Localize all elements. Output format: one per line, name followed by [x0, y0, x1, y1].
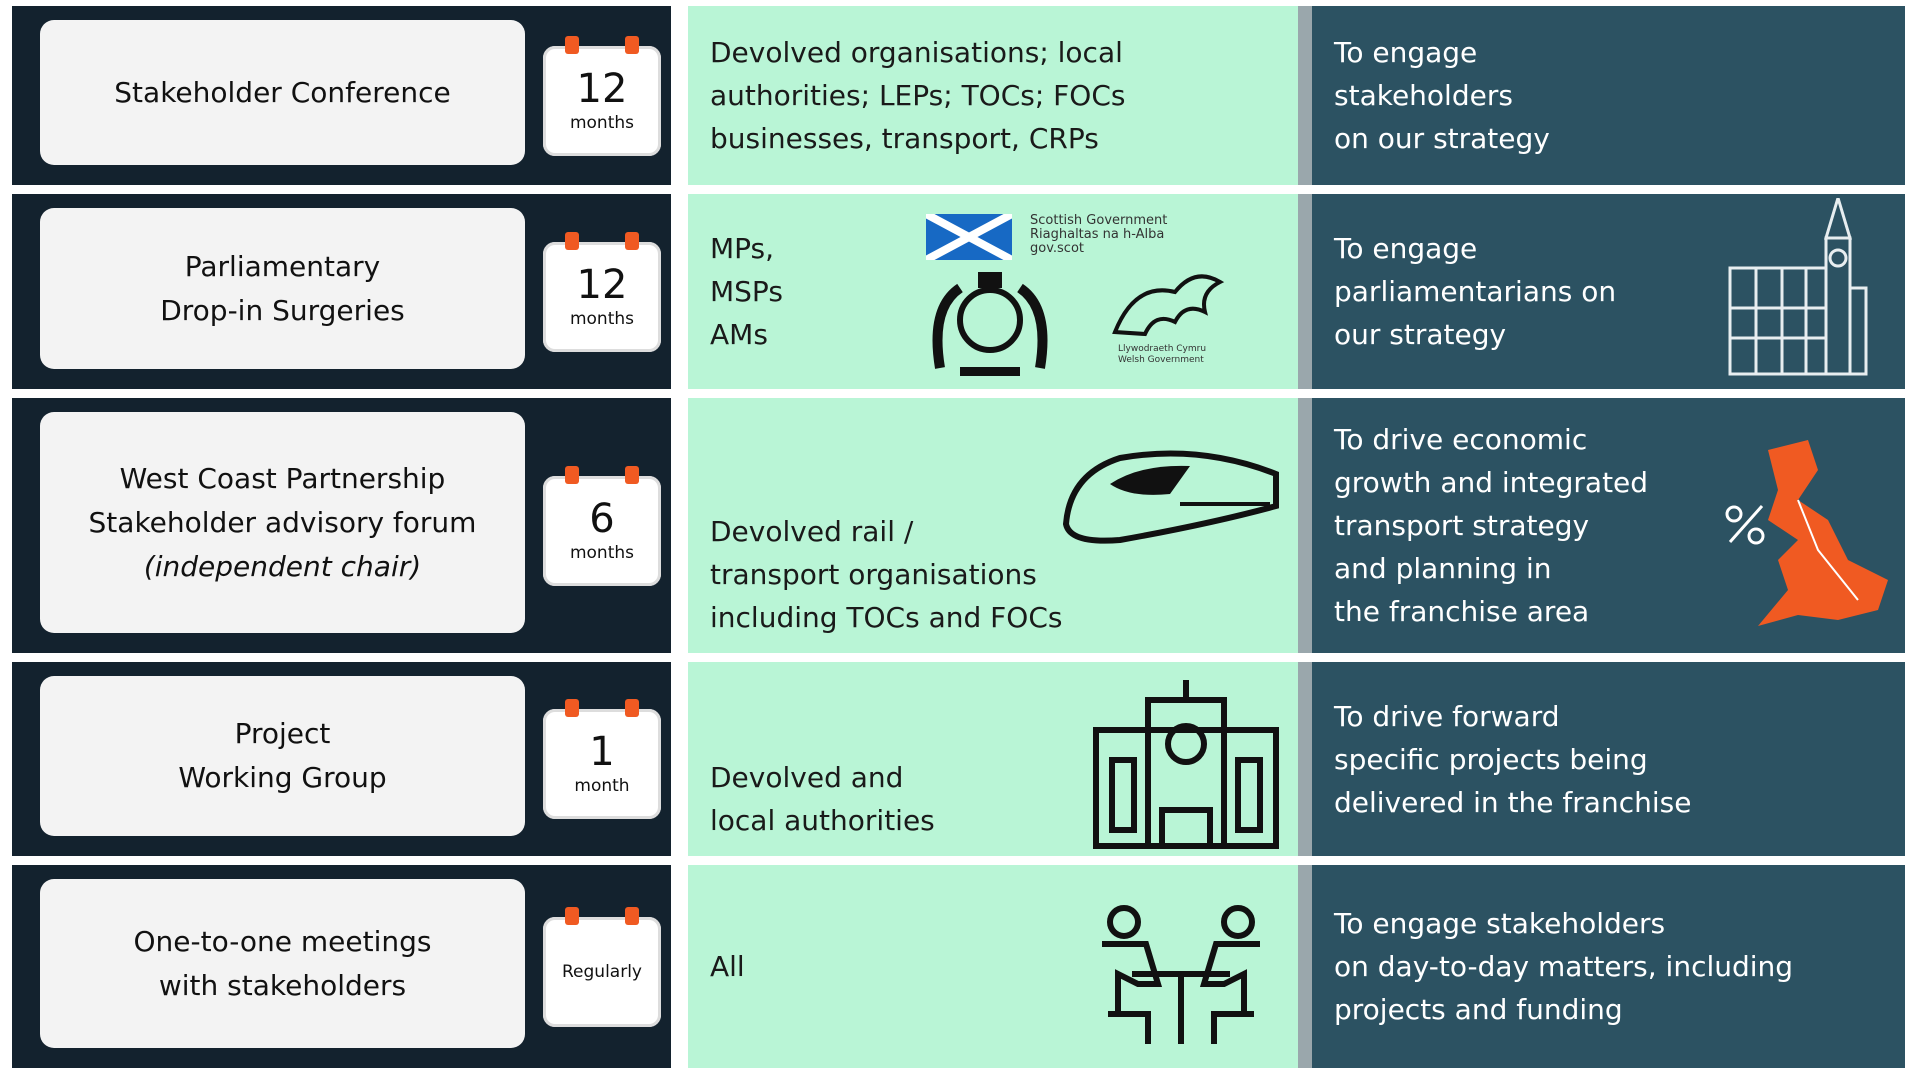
royal-arms — [932, 272, 1048, 376]
audience-line: authorities; LEPs; TOCs; FOCs — [710, 79, 1126, 112]
calendar-tab — [565, 906, 579, 925]
purpose-line: the franchise area — [1334, 595, 1590, 628]
purpose-line: To engage — [1334, 36, 1478, 69]
logo-text: Scottish Government — [1030, 213, 1168, 228]
audience-line: MPs, — [710, 232, 775, 265]
name-line: Working Group — [178, 761, 387, 794]
purpose-line: our strategy — [1334, 318, 1507, 351]
audience-cell: All — [688, 865, 1298, 1068]
purpose-cell: To drive forward specific projects being d… — [1312, 662, 1905, 856]
frequency-number: 1 — [589, 729, 615, 775]
column-divider — [1298, 194, 1312, 389]
frequency-number: 6 — [589, 495, 615, 542]
name-box: Project Working Group — [40, 676, 525, 836]
logo-text: Welsh Government — [1118, 355, 1204, 365]
audience-line: Devolved organisations; local — [710, 36, 1123, 69]
frequency-label: Regularly — [562, 961, 642, 982]
train — [1062, 450, 1279, 544]
audience-line: businesses, transport, CRPs — [710, 122, 1099, 155]
logo-text: gov.scot — [1030, 241, 1084, 256]
audience-line: including TOCs and FOCs — [710, 601, 1063, 634]
name-line: One-to-one meetings — [133, 924, 432, 958]
purpose-line: transport strategy — [1334, 509, 1590, 542]
purpose-cell: To engage stakeholders on our strategy — [1312, 6, 1905, 185]
purpose-line: and planning in — [1334, 552, 1552, 585]
frequency-unit: months — [569, 542, 635, 563]
scottish-government-logo: Scottish Government Riaghaltas na h-Alba g… — [1030, 214, 1167, 256]
name-box: Stakeholder Conference — [40, 20, 525, 165]
name-box: Parliamentary Drop-in Surgeries — [40, 208, 525, 369]
purpose-line: projects and funding — [1334, 993, 1623, 1026]
meeting-people — [1102, 905, 1260, 1044]
purpose-line: To drive economic — [1334, 423, 1588, 456]
scotland-flag — [926, 214, 1012, 260]
logo-text: Riaghaltas na h-Alba — [1030, 227, 1165, 242]
welsh-government-logo: Llywodraeth Cymru Welsh Government — [1118, 344, 1206, 366]
frequency-card: 12 months — [543, 35, 661, 156]
calendar-tab — [565, 699, 579, 717]
calendar-tab — [625, 231, 639, 250]
frequency-card: 12 months — [543, 231, 661, 352]
column-divider — [1298, 6, 1312, 185]
purpose-line: To engage stakeholders — [1334, 907, 1666, 940]
frequency-number: 12 — [576, 65, 628, 112]
calendar-tab — [625, 906, 639, 925]
purpose-cell: To engage stakeholders on day-to-day matt… — [1312, 865, 1905, 1068]
station-building — [1093, 680, 1279, 849]
frequency-card: 1 month — [543, 699, 661, 819]
name-line: Parliamentary — [184, 249, 381, 283]
name-box: One-to-one meetings with stakeholders — [40, 879, 525, 1048]
audience-line: All — [710, 950, 745, 983]
calendar-tab — [565, 465, 579, 484]
big-ben — [1728, 198, 1868, 376]
audience-line: transport organisations — [710, 558, 1037, 591]
frequency-unit: months — [569, 112, 635, 133]
calendar-tab — [625, 35, 639, 54]
purpose-line: stakeholders — [1334, 79, 1513, 112]
audience-line: AMs — [710, 318, 768, 351]
purpose-line: delivered in the franchise — [1334, 785, 1692, 819]
audience-line: MSPs — [710, 275, 783, 308]
audience-line: local authorities — [710, 804, 935, 837]
name-line: Drop-in Surgeries — [160, 293, 405, 327]
frequency-card: 6 months — [543, 465, 661, 586]
frequency-number: 12 — [576, 261, 628, 308]
welsh-dragon — [1112, 274, 1225, 337]
purpose-line: growth and integrated — [1334, 466, 1649, 499]
purpose-line: parliamentarians on — [1334, 275, 1617, 308]
audience-line: Devolved and — [710, 761, 904, 794]
frequency-card: Regularly — [543, 906, 661, 1027]
uk-map — [1758, 440, 1888, 626]
name-box: West Coast Partnership Stakeholder adviso… — [40, 412, 525, 633]
purpose-line: To engage — [1334, 232, 1478, 265]
purpose-cell: To drive economic growth and integrated tr… — [1312, 398, 1905, 653]
purpose-line: on our strategy — [1334, 122, 1550, 155]
calendar-tab — [565, 231, 579, 250]
calendar-tab — [565, 35, 579, 54]
logo-text: Llywodraeth Cymru — [1118, 344, 1207, 354]
frequency-unit: months — [569, 308, 635, 329]
name-note: (independent chair) — [143, 549, 422, 583]
percent-icon — [1725, 505, 1765, 545]
name-line: with stakeholders — [158, 968, 407, 1002]
column-divider — [1298, 865, 1312, 1068]
name-line: Project — [234, 717, 331, 750]
name-line: Stakeholder Conference — [114, 75, 451, 109]
column-divider — [1298, 398, 1312, 653]
calendar-tab — [625, 699, 639, 717]
frequency-unit: month — [574, 776, 630, 796]
name-line: West Coast Partnership — [119, 461, 446, 495]
name-line: Stakeholder advisory forum — [88, 505, 477, 539]
purpose-line: specific projects being — [1334, 742, 1648, 776]
audience-cell: Devolved organisations; local authorities… — [688, 6, 1298, 185]
audience-line: Devolved rail / — [710, 515, 914, 548]
column-divider — [1298, 662, 1312, 856]
purpose-line: To drive forward — [1334, 699, 1560, 733]
calendar-tab — [625, 465, 639, 484]
purpose-line: on day-to-day matters, including — [1334, 950, 1794, 983]
